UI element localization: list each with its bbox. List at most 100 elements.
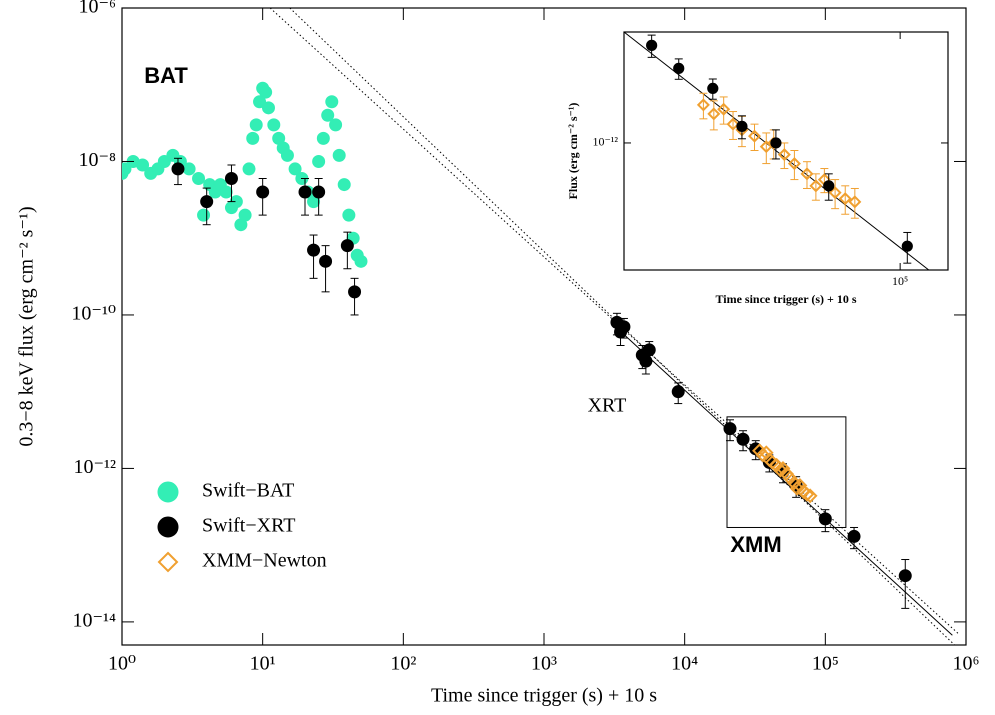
plot-area <box>624 32 930 270</box>
data-point <box>316 131 330 145</box>
data-point <box>838 192 852 206</box>
y-tick-label: 10⁻¹² <box>592 135 618 149</box>
data-point <box>332 148 346 162</box>
data-point <box>340 239 354 253</box>
data-point <box>267 118 281 132</box>
y-axis-label: Flux (erg cm⁻² s⁻¹) <box>566 103 580 200</box>
data-point <box>770 137 782 149</box>
data-point <box>792 478 808 493</box>
legend-label: Swift−XRT <box>202 515 295 537</box>
y-tick-label: 10⁻¹⁰ <box>71 303 116 325</box>
data-point <box>755 447 771 463</box>
data-point <box>242 162 256 176</box>
data-point <box>777 148 791 162</box>
x-tick-label: 10² <box>390 653 416 675</box>
data-point <box>818 512 832 526</box>
data-point <box>646 39 658 51</box>
data-point <box>312 185 326 199</box>
data-point <box>707 107 721 121</box>
data-point <box>325 95 339 109</box>
legend-marker <box>157 516 179 538</box>
data-point <box>787 157 801 171</box>
data-point <box>249 118 263 132</box>
data-point <box>197 208 211 222</box>
data-point <box>298 185 312 199</box>
data-point <box>736 432 750 446</box>
data-point <box>329 118 343 132</box>
data-point <box>901 240 913 252</box>
data-point <box>238 208 252 222</box>
annotation: XMM <box>730 532 781 557</box>
data-point <box>280 148 294 162</box>
data-point <box>848 195 862 209</box>
x-tick-label: 10⁵ <box>892 274 908 288</box>
data-point <box>789 480 805 496</box>
zoom-box <box>726 416 847 528</box>
data-point <box>348 285 362 299</box>
y-tick-label: 10⁻⁶ <box>78 0 116 18</box>
data-point <box>321 108 335 122</box>
x-tick-label: 10⁴ <box>671 653 698 675</box>
data-point <box>259 85 273 99</box>
plot-area <box>122 8 960 645</box>
data-point <box>136 158 150 172</box>
x-tick-label: 10¹ <box>250 653 276 675</box>
data-point <box>707 82 719 95</box>
data-point <box>673 62 685 74</box>
data-point <box>192 171 206 185</box>
data-point <box>307 243 321 257</box>
data-point <box>342 208 356 222</box>
data-point <box>802 488 818 504</box>
data-point <box>171 162 185 176</box>
data-point <box>823 180 835 192</box>
data-point <box>337 178 351 192</box>
fit-line <box>269 8 960 636</box>
y-tick-label: 10⁻¹² <box>73 456 116 478</box>
fit-line <box>610 322 953 636</box>
data-point <box>758 445 774 461</box>
data-point <box>617 320 631 334</box>
data-point <box>671 385 685 399</box>
legend-marker <box>157 481 179 503</box>
x-axis-label: Time since trigger (s) + 10 s <box>715 292 856 306</box>
data-point <box>354 254 368 268</box>
data-point <box>775 461 791 476</box>
data-point <box>847 529 861 543</box>
x-tick-label: 10⁵ <box>812 653 839 675</box>
data-point <box>717 102 731 116</box>
data-point <box>253 95 267 109</box>
data-point <box>312 154 326 168</box>
legend-label: XMM−Newton <box>202 550 327 572</box>
data-point <box>809 179 823 193</box>
y-tick-label: 10⁻⁸ <box>78 149 116 171</box>
data-point <box>642 343 656 357</box>
data-point <box>246 131 260 145</box>
data-point <box>736 120 748 132</box>
y-tick-label: 10⁻¹⁴ <box>72 609 116 631</box>
data-point <box>898 569 912 583</box>
data-point <box>828 186 842 200</box>
x-tick-label: 10⁰ <box>108 653 136 675</box>
data-point <box>288 162 302 176</box>
annotation: XRT <box>588 395 627 417</box>
data-point <box>224 171 238 185</box>
data-point <box>799 486 815 502</box>
data-point <box>256 185 270 199</box>
data-point <box>723 422 737 436</box>
data-point <box>748 129 762 143</box>
data-point <box>726 117 740 131</box>
data-point <box>800 167 814 181</box>
annotation: BAT <box>144 63 188 88</box>
y-axis-label: 0.3−8 keV flux (erg cm⁻² s⁻¹) <box>16 206 38 446</box>
data-point <box>219 185 233 199</box>
data-point <box>319 254 333 268</box>
data-point <box>200 195 214 209</box>
x-tick-label: 10³ <box>531 653 557 675</box>
legend-label: Swift−BAT <box>202 480 294 502</box>
x-axis-label: Time since trigger (s) + 10 s <box>431 685 657 707</box>
data-point <box>696 98 710 112</box>
data-point <box>261 101 275 115</box>
data-point <box>182 162 196 176</box>
x-tick-label: 10⁶ <box>953 653 980 675</box>
